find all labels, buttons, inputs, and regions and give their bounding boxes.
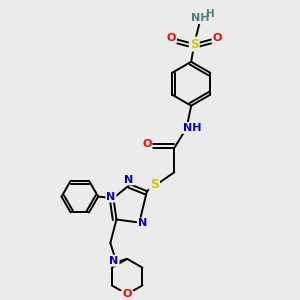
Text: O: O [122, 289, 132, 299]
Text: S: S [190, 38, 199, 51]
Text: O: O [142, 139, 152, 149]
Text: NH: NH [191, 13, 210, 23]
Text: N: N [106, 192, 116, 202]
Text: N: N [138, 218, 147, 229]
Text: S: S [150, 178, 159, 191]
Text: O: O [167, 33, 176, 43]
Text: N: N [124, 175, 133, 184]
Text: O: O [212, 33, 222, 43]
Text: N: N [110, 256, 118, 266]
Text: NH: NH [183, 123, 201, 133]
Text: H: H [206, 9, 215, 19]
